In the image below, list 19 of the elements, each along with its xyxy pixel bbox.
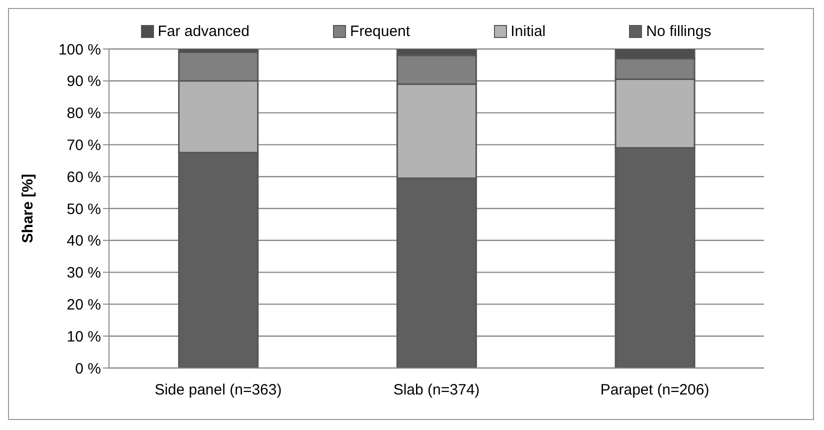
y-tick-label: 80 % [66, 105, 101, 122]
y-tick-label: 50 % [66, 200, 101, 218]
y-tick-label: 30 % [66, 264, 101, 282]
legend-label: Initial [510, 22, 546, 40]
x-tick-label: Slab (n=374) [393, 382, 480, 399]
legend-label: Frequent [349, 22, 410, 40]
y-tick-label: 20 % [66, 296, 101, 314]
y-tick-label: 60 % [66, 168, 101, 186]
y-tick-label: 40 % [66, 232, 101, 250]
legend-label: No fillings [645, 22, 712, 40]
x-tick-label: Parapet (n=206) [600, 382, 710, 399]
y-tick-label: 70 % [66, 137, 101, 154]
y-tick-label: 10 % [66, 328, 101, 346]
y-tick-label: 100 % [58, 41, 101, 58]
y-tick-label: 90 % [66, 73, 101, 90]
y-tick-label: 0 % [75, 360, 101, 378]
legend-label: Far advanced [156, 22, 250, 40]
x-tick-label: Side panel (n=363) [154, 382, 282, 399]
y-axis-title: Share [%] [19, 174, 36, 244]
